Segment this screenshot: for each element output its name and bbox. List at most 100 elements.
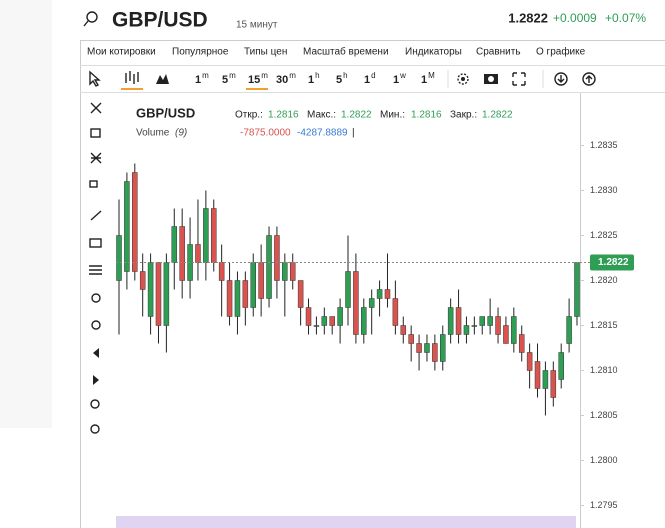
y-tick-label: 1.2805 (590, 410, 618, 420)
interval-button[interactable]: 30 m (276, 71, 296, 86)
last-price-label: 1.2822 (598, 257, 629, 268)
menu-item[interactable]: Мои котировки (87, 47, 156, 58)
candle-body (124, 181, 130, 272)
candles-tool[interactable] (121, 71, 143, 90)
candle-body (203, 208, 209, 263)
line-tool[interactable] (90, 210, 102, 221)
upload-tool[interactable] (582, 72, 596, 86)
candle-body (416, 343, 422, 353)
volume-strip (116, 516, 576, 528)
interval-unit: d (371, 71, 375, 80)
screenshot-tool[interactable] (484, 74, 498, 84)
cross-tool[interactable] (90, 152, 102, 164)
frame (80, 40, 665, 528)
candle-body (408, 334, 414, 344)
candle-body (400, 325, 407, 335)
candle-body (432, 343, 438, 362)
interval-number: 1 (393, 74, 399, 86)
settings-tool[interactable] (457, 73, 469, 85)
candle-body (376, 289, 383, 299)
volume-b: -4287.8889 (297, 128, 348, 139)
interval-number: 15 (248, 74, 260, 86)
legend-symbol: GBP/USD (136, 105, 195, 120)
y-tick-label: 1.2800 (590, 455, 618, 465)
fullscreen-tool[interactable] (512, 72, 526, 86)
candle-body (258, 262, 264, 299)
prev-tool[interactable] (93, 348, 99, 358)
menu-item[interactable]: Сравнить (476, 47, 521, 58)
zoom-in-tool[interactable] (91, 293, 101, 303)
candle-body (139, 271, 146, 290)
y-tick-label: 1.2830 (590, 185, 618, 195)
candle-body (392, 298, 399, 326)
change-pct: +0.07% (605, 11, 646, 25)
candle-body (526, 352, 533, 371)
menu-item[interactable]: Популярное (172, 47, 229, 58)
candle-body (534, 361, 541, 389)
zoom-right-tool[interactable] (90, 399, 100, 409)
open-value: 1.2816 (268, 110, 299, 121)
candle-body (313, 325, 320, 327)
interval-number: 1 (308, 74, 314, 86)
candle-body (479, 316, 485, 326)
candle-body (195, 244, 201, 263)
interval-unit: m (229, 71, 236, 80)
next-tool[interactable] (93, 375, 99, 385)
interval-unit: h (343, 71, 347, 80)
copy-tool[interactable] (89, 180, 98, 188)
area-tool[interactable] (156, 74, 169, 84)
price: 1.2822 (508, 10, 548, 25)
cursor-tool[interactable] (89, 70, 101, 87)
candle-body (297, 280, 304, 308)
menu-item[interactable]: О графике (536, 46, 586, 58)
open-label: Откр.: (235, 110, 263, 121)
candle-body (542, 370, 549, 389)
volume-param: (9) (175, 128, 187, 139)
menu-item[interactable]: Индикаторы (405, 47, 462, 58)
interval-number: 1 (364, 74, 370, 86)
last-price-box (590, 254, 634, 271)
candle-body (574, 262, 580, 317)
y-tick-label: 1.2810 (590, 365, 618, 375)
candle-body (274, 235, 280, 281)
interval-button[interactable]: 15 m (246, 71, 268, 90)
candle-body (353, 271, 359, 335)
fib-tool[interactable] (89, 265, 102, 275)
candle-body (155, 262, 162, 326)
y-tick-label: 1.2815 (590, 320, 618, 330)
interval: 15 минут (236, 20, 278, 31)
candle-body (163, 262, 170, 326)
high-label: Макс.: (307, 110, 336, 121)
candle-body (566, 316, 572, 344)
close-tool[interactable] (90, 102, 102, 114)
interval-unit: M (428, 71, 435, 80)
interval-number: 1 (195, 74, 201, 86)
interval-unit: m (289, 71, 296, 80)
candle-body (329, 316, 335, 326)
candle-body (503, 325, 509, 344)
candle-body (282, 262, 288, 281)
rect-tool[interactable] (89, 238, 102, 248)
side-panel (0, 0, 52, 428)
interval-number: 5 (222, 74, 228, 86)
search-icon[interactable] (83, 11, 98, 27)
menu-item[interactable]: Масштаб времени (303, 46, 389, 58)
zoom-reset-tool[interactable] (90, 424, 100, 434)
volume-a: -7875.0000 (240, 128, 291, 139)
change: +0.0009 (553, 11, 597, 25)
menu-item[interactable]: Типы цен (244, 47, 287, 58)
candle-body (424, 343, 430, 353)
zoom-out-tool[interactable] (91, 320, 101, 330)
y-tick-label: 1.2825 (590, 230, 618, 240)
download-tool[interactable] (554, 72, 568, 86)
select-tool[interactable] (90, 128, 101, 138)
candle-body (495, 316, 501, 335)
y-tick-label: 1.2820 (590, 275, 618, 285)
